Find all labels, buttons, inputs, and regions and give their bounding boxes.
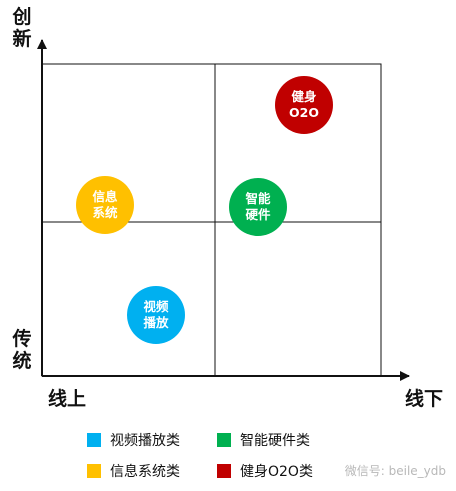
legend-item-information-system: 信息系统类 [87,461,180,481]
x-axis-left-label: 线上 [48,388,87,410]
legend-swatch-smart-hardware [217,433,231,447]
bubble-information-system: 信息 系统 [76,176,134,234]
legend-label-fitness-o2o: 健身O2O类 [240,464,313,480]
bubble-video-playback-label: 视频 播放 [136,299,176,331]
bubble-information-system-line-1: 信息 [92,189,118,204]
legend-label-smart-hardware: 智能硬件类 [240,433,310,449]
bubble-fitness-o2o: 健身 O2O [275,76,333,134]
y-axis-top-label: 创 新 [10,6,34,50]
bubble-video-playback-line-1: 视频 [143,299,169,314]
watermark: 微信号: beile_ydb [344,464,446,478]
bubble-fitness-o2o-line-2: O2O [289,105,319,120]
legend-swatch-video-playback [87,433,101,447]
x-axis-right-label: 线下 [405,388,444,410]
legend-item-video-playback: 视频播放类 [87,430,180,450]
bubble-information-system-label: 信息 系统 [85,189,125,221]
legend-label-video-playback: 视频播放类 [110,433,180,449]
legend-item-fitness-o2o: 健身O2O类 [217,461,313,481]
bubble-smart-hardware-label: 智能 硬件 [238,191,278,223]
bubble-fitness-o2o-line-1: 健身 [291,89,317,104]
bubble-video-playback: 视频 播放 [127,286,185,344]
bubble-smart-hardware-line-2: 硬件 [245,207,271,222]
y-axis-bottom-label: 传 统 [10,328,34,372]
y-axis-top-label-char-2: 新 [12,28,32,50]
legend-item-smart-hardware: 智能硬件类 [217,430,310,450]
y-axis-top-label-char-1: 创 [12,6,32,28]
bubble-information-system-line-2: 系统 [92,205,118,220]
bubble-video-playback-line-2: 播放 [143,315,169,330]
y-axis-bottom-label-char-1: 传 [12,328,32,350]
bubble-fitness-o2o-label: 健身 O2O [284,89,324,121]
bubble-smart-hardware: 智能 硬件 [229,178,287,236]
bubble-smart-hardware-line-1: 智能 [245,191,271,206]
legend-label-information-system: 信息系统类 [110,464,180,480]
legend-swatch-fitness-o2o [217,464,231,478]
legend-swatch-information-system [87,464,101,478]
y-axis-bottom-label-char-2: 统 [12,350,32,372]
